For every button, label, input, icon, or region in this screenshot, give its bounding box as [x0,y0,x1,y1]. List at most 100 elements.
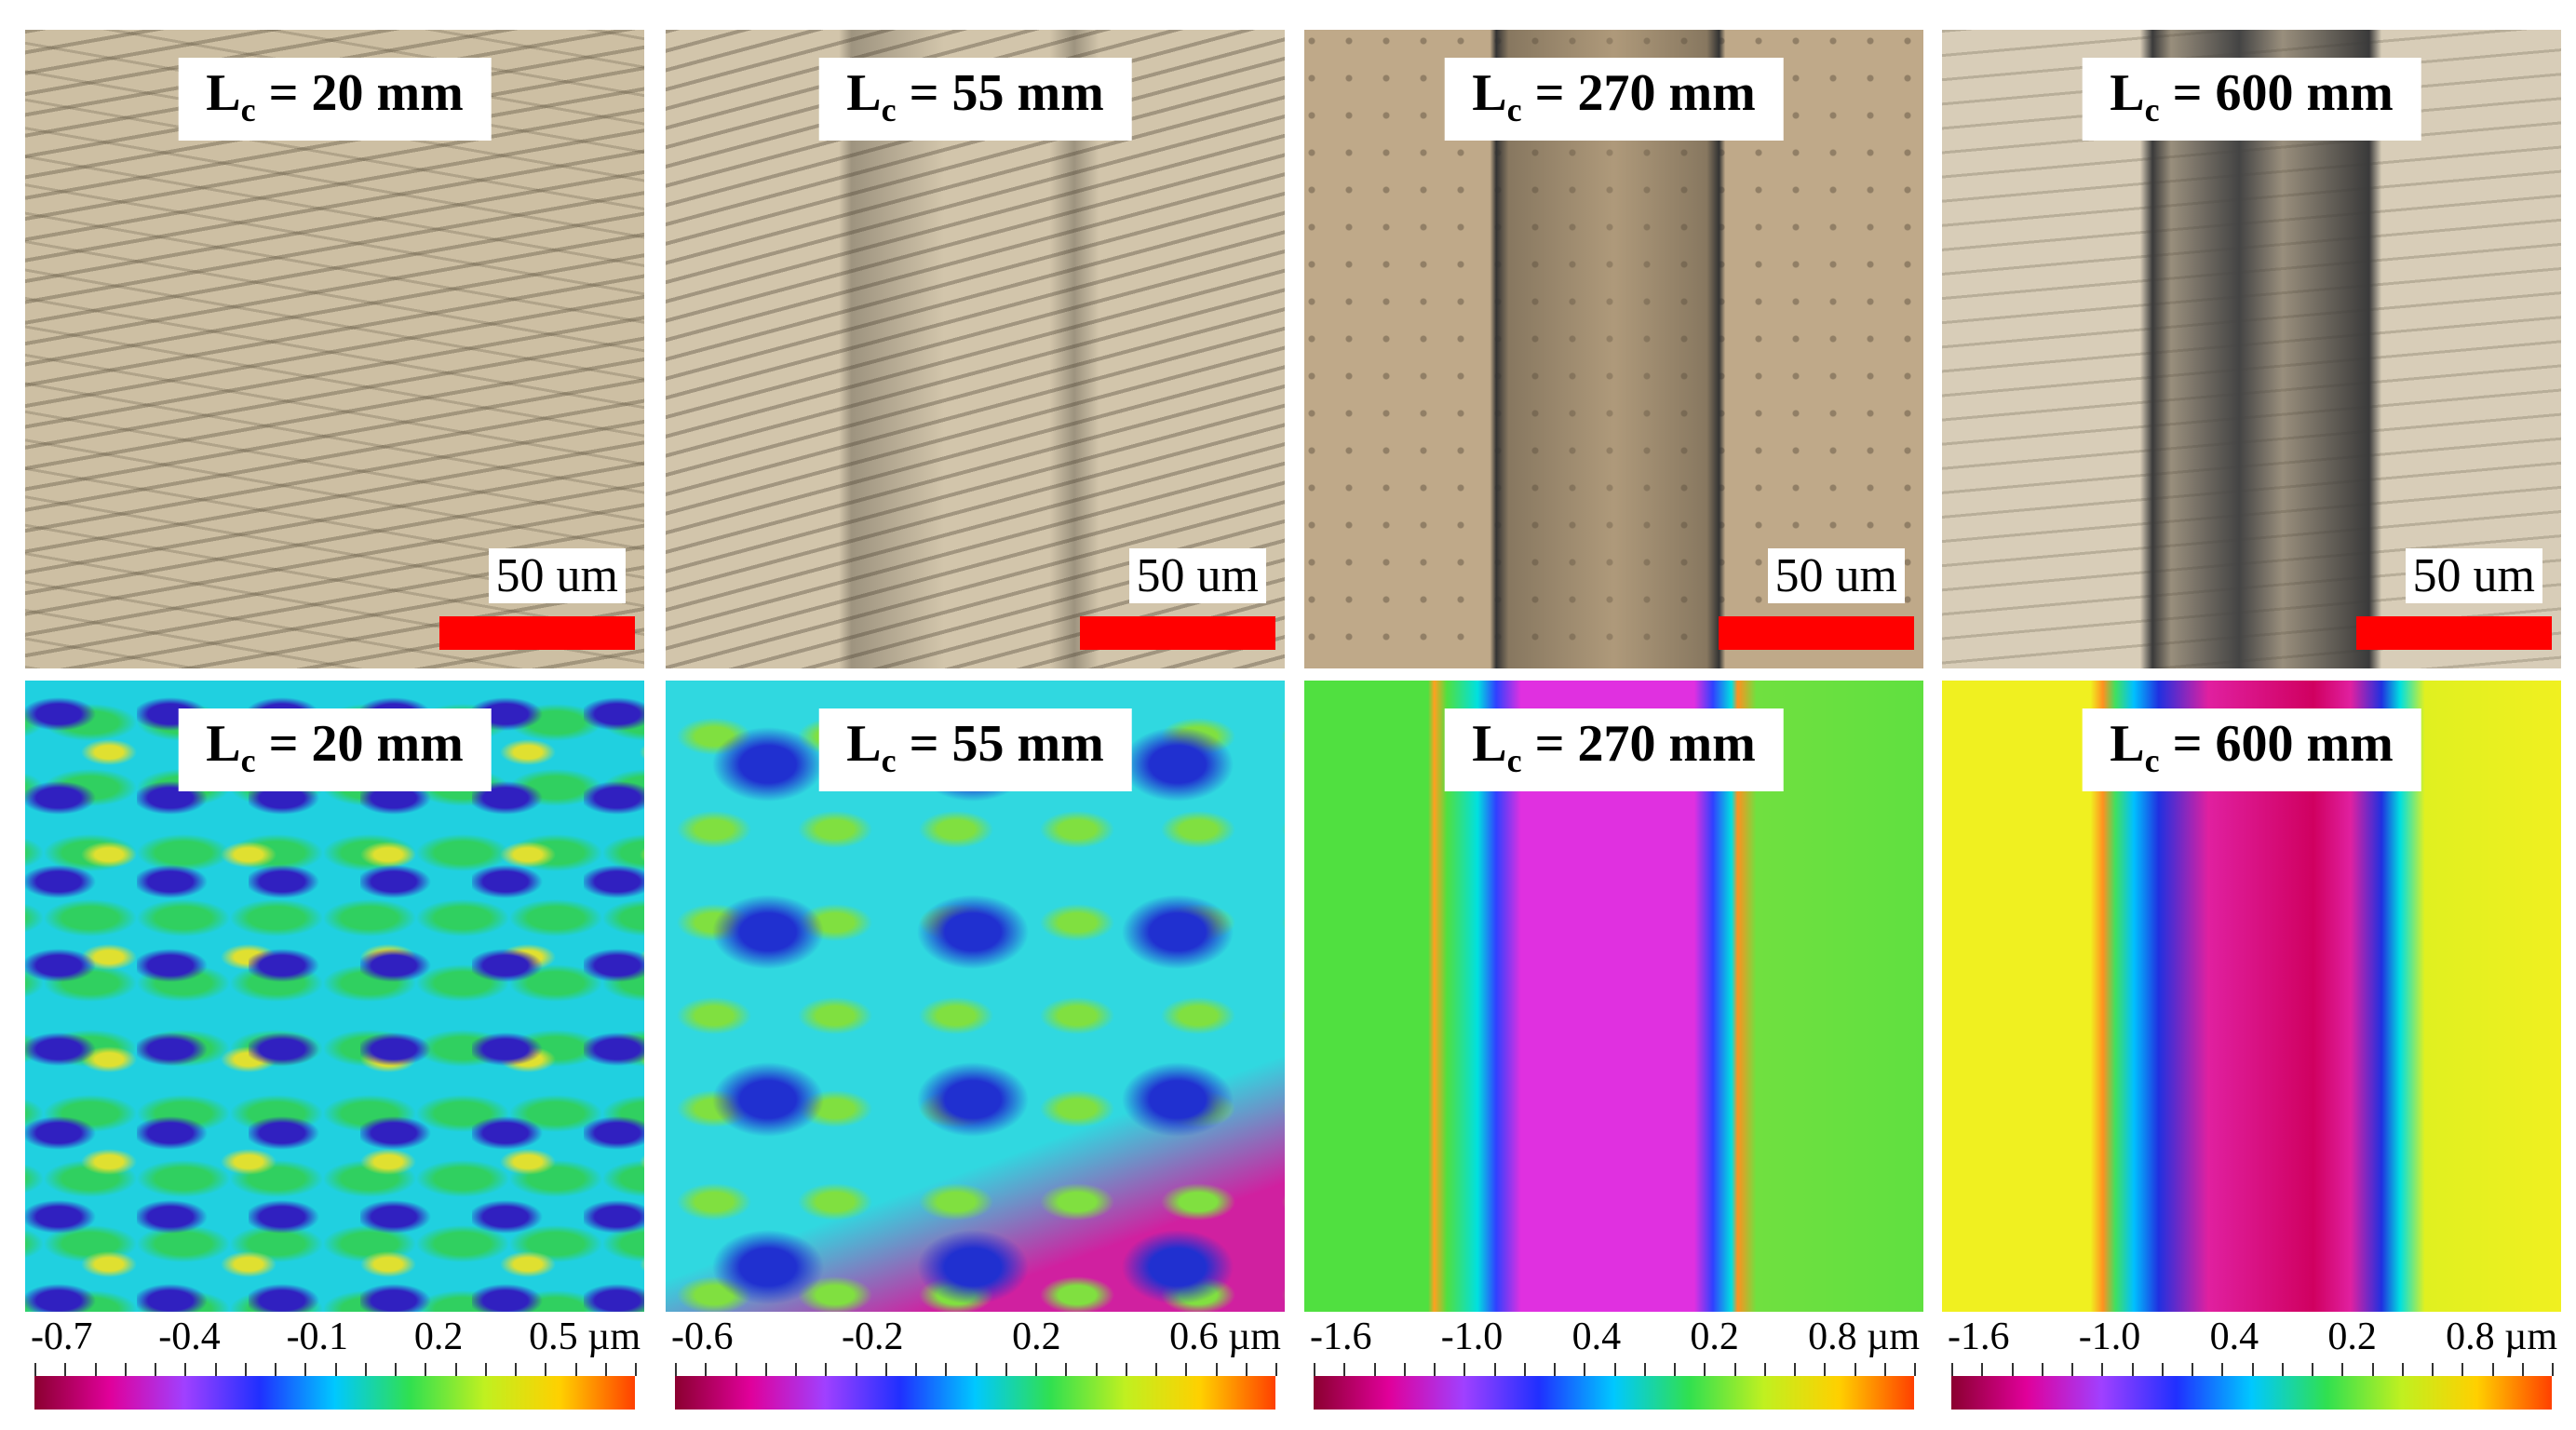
colorbar-tick [1883,1363,1886,1376]
colorbar-tick [1643,1363,1646,1376]
colorbar-tick [1373,1363,1376,1376]
colorbar [1314,1363,1916,1410]
colorbar-tick [2521,1363,2524,1376]
colorbar-tick [184,1363,187,1376]
colorbar-tick [1854,1363,1856,1376]
colorbar-tick-label: 0.2 [2327,1315,2377,1358]
colorbar-tick [2221,1363,2224,1376]
colorbar-tick [1493,1363,1496,1376]
colorbar-tick [1403,1363,1406,1376]
colorbar-tick-label: 0.6 µm [1169,1315,1281,1358]
label-rest: = 55 mm [909,715,1104,773]
colorbar-tick [2491,1363,2494,1376]
label-main: L [1472,715,1507,773]
label-rest: = 270 mm [1534,64,1756,122]
label-rest: = 600 mm [2172,715,2394,773]
colorbar-tick [1733,1363,1736,1376]
label-subscript: c [2144,742,2160,780]
colorbar-tick [2432,1363,2434,1376]
colorbar-tick [1035,1363,1037,1376]
colorbar-tick [975,1363,978,1376]
colorbar-tick [545,1363,547,1376]
colorbar-tick-label: 0.2 [1012,1315,1061,1358]
colorbar-tick-label: 0.4 [2209,1315,2259,1358]
scale-bar-label: 50 um [488,548,626,603]
colorbar-tick [795,1363,797,1376]
colorbar-tick [2251,1363,2254,1376]
panel-label: Lc = 55 mm [818,58,1132,142]
label-main: L [1472,64,1507,122]
colorbar-tick [34,1363,36,1376]
label-main: L [206,715,241,773]
colorbar-tick [2552,1363,2554,1376]
colorbar-tick [2192,1363,2193,1376]
colorbar-tick [915,1363,917,1376]
label-subscript: c [881,91,897,129]
label-subscript: c [1506,742,1522,780]
panel-label: Lc = 600 mm [2082,58,2421,142]
colorbar-tick [945,1363,948,1376]
colorbar-tick-label: -0.1 [286,1315,349,1358]
colorbar-tick [64,1363,67,1376]
label-subscript: c [2144,91,2160,129]
colorbar-tick-label: 0.2 [1690,1315,1739,1358]
colorbar-tick-label: -0.6 [671,1315,734,1358]
colorbar-tick [1245,1363,1248,1376]
colorbar-tick [675,1363,677,1376]
colorbar-tick [1185,1363,1188,1376]
colorbar-tick [304,1363,307,1376]
label-subscript: c [240,742,256,780]
panel-label: Lc = 270 mm [1444,708,1784,792]
colorbar-tick [2371,1363,2374,1376]
colorbar-tick [2101,1363,2104,1376]
colorbar-tick [1275,1363,1277,1376]
colorbar-tick [574,1363,577,1376]
colorbar-tick [1343,1363,1346,1376]
panel-label: Lc = 55 mm [818,708,1132,792]
colorbar-ticks: -0.7 -0.4 -0.1 0.2 0.5 µm [31,1315,641,1359]
colorbar-tick [214,1363,217,1376]
colorbar-tick-label: -0.7 [31,1315,93,1358]
micrograph: Lc = 270 mm 50 um [1304,30,1923,668]
scale-bar-label: 50 um [1128,548,1266,603]
label-subscript: c [1506,91,1522,129]
colorbar-tick [825,1363,828,1376]
colorbar-tick [244,1363,247,1376]
colorbar-tick-label: -1.6 [1310,1315,1372,1358]
colorbar-tick [395,1363,397,1376]
colorbar-tick [1584,1363,1586,1376]
colorbar-tick [1763,1363,1766,1376]
colorbar-tick [1095,1363,1098,1376]
colorbar-tick [1824,1363,1827,1376]
scale-bar [439,616,635,650]
colorbar-tick [1005,1363,1007,1376]
colorbar-tick [1914,1363,1916,1376]
colorbar-ticks: -0.6 -0.2 0.2 0.6 µm [671,1315,1281,1359]
micrograph: Lc = 20 mm 50 um [25,30,644,668]
colorbar-tick [1554,1363,1556,1376]
colorbar-tick [1981,1363,1984,1376]
label-rest: = 55 mm [909,64,1104,122]
colorbar-ticks: -1.6 -1.0 0.4 0.2 0.8 µm [1948,1315,2557,1359]
colorbar-tick-label: 0.5 µm [529,1315,641,1358]
colorbar-tick [2041,1363,2043,1376]
colorbar-tick [2011,1363,2014,1376]
colorbar [34,1363,637,1410]
colorbar-tick [1674,1363,1676,1376]
colorbar-tick [884,1363,887,1376]
colorbar-tick [334,1363,337,1376]
colorbar-tick [425,1363,427,1376]
colorbar-tick [1794,1363,1796,1376]
colorbar-tick [1704,1363,1706,1376]
colorbar-tick [1155,1363,1157,1376]
colorbar-tick [2461,1363,2464,1376]
colorbar-tick-label: -1.0 [1440,1315,1504,1358]
colorbar [675,1363,1277,1410]
colorbar [1951,1363,2554,1410]
colorbar-tick [94,1363,97,1376]
micrograph: Lc = 600 mm 50 um [1942,30,2561,668]
colorbar-tick [1613,1363,1616,1376]
colorbar-tick [1434,1363,1436,1376]
colorbar-tick-label: 0.2 [413,1315,464,1358]
